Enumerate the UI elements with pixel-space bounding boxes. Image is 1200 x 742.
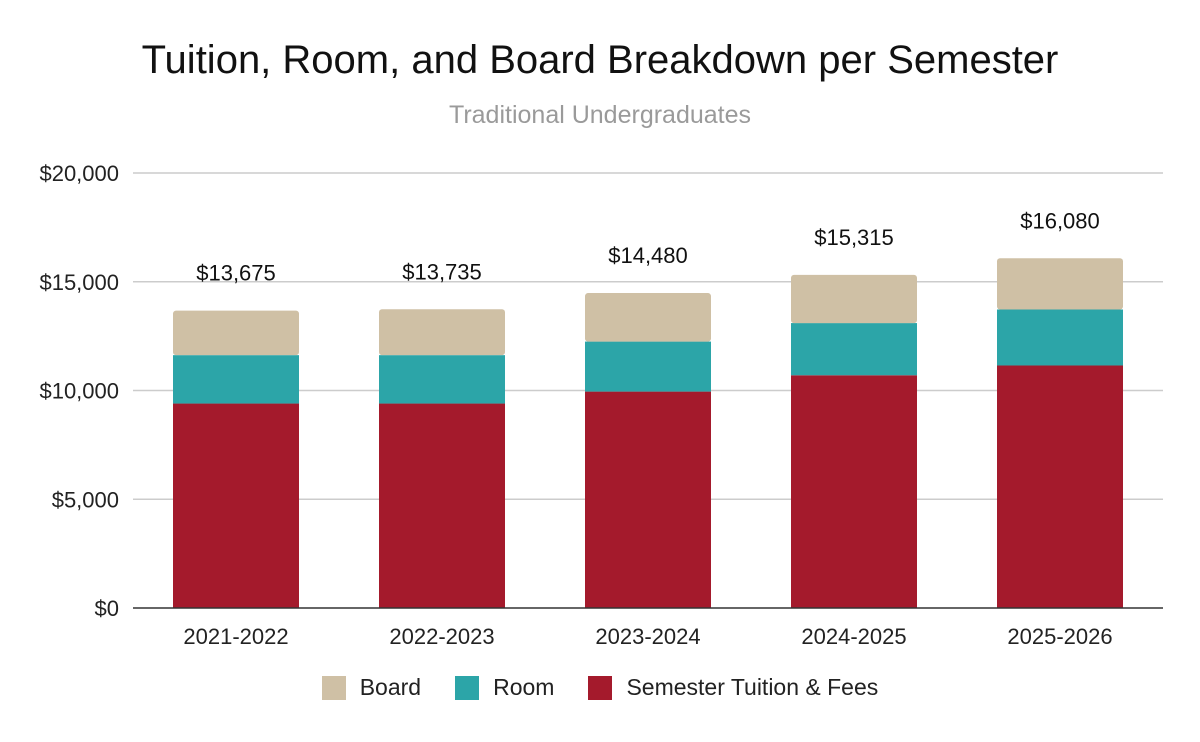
chart-title: Tuition, Room, and Board Breakdown per S… bbox=[141, 38, 1059, 82]
bar-segment bbox=[791, 375, 917, 608]
bar-segment bbox=[173, 355, 299, 404]
y-tick-label: $20,000 bbox=[39, 161, 119, 186]
total-label: $16,080 bbox=[1020, 208, 1100, 233]
total-label: $15,315 bbox=[814, 225, 894, 250]
x-tick-label: 2022-2023 bbox=[389, 624, 494, 649]
bar-segment bbox=[585, 391, 711, 608]
legend-swatch-board bbox=[321, 675, 346, 700]
x-tick-label: 2021-2022 bbox=[183, 624, 288, 649]
chart-subtitle: Traditional Undergraduates bbox=[448, 101, 752, 129]
x-tick-label: 2025-2026 bbox=[1007, 624, 1112, 649]
bar-segment bbox=[791, 274, 917, 324]
bar-segment bbox=[585, 293, 711, 342]
total-label: $14,480 bbox=[608, 243, 688, 268]
x-tick-label: 2024-2025 bbox=[801, 624, 906, 649]
bar-segment bbox=[173, 310, 299, 356]
y-tick-label: $15,000 bbox=[39, 270, 119, 295]
bar-segment bbox=[997, 365, 1123, 608]
total-label: $13,675 bbox=[196, 261, 276, 286]
bar-segment bbox=[379, 355, 505, 404]
total-label: $13,735 bbox=[402, 259, 482, 284]
legend-label-board: Board bbox=[359, 674, 422, 700]
bar-segment bbox=[379, 309, 505, 356]
y-tick-label: $10,000 bbox=[39, 379, 119, 404]
bar-segment bbox=[997, 309, 1123, 366]
x-tick-label: 2023-2024 bbox=[595, 624, 700, 649]
bar-segment bbox=[585, 341, 711, 392]
bar-segment bbox=[791, 323, 917, 376]
legend-label-room: Room bbox=[493, 674, 555, 700]
legend-label-tuition: Semester Tuition & Fees bbox=[626, 674, 879, 700]
legend-item-board: Board bbox=[321, 674, 422, 701]
bar-segment bbox=[379, 403, 505, 608]
legend-swatch-room bbox=[455, 675, 480, 700]
y-tick-label: $5,000 bbox=[52, 487, 119, 512]
bar-segment bbox=[997, 258, 1123, 310]
bar-segment bbox=[173, 403, 299, 608]
legend-item-tuition: Semester Tuition & Fees bbox=[588, 674, 878, 701]
legend-item-room: Room bbox=[455, 674, 554, 701]
chart-legend: Board Room Semester Tuition & Fees bbox=[0, 674, 1200, 701]
y-tick-label: $0 bbox=[95, 596, 119, 621]
legend-swatch-tuition bbox=[588, 675, 613, 700]
